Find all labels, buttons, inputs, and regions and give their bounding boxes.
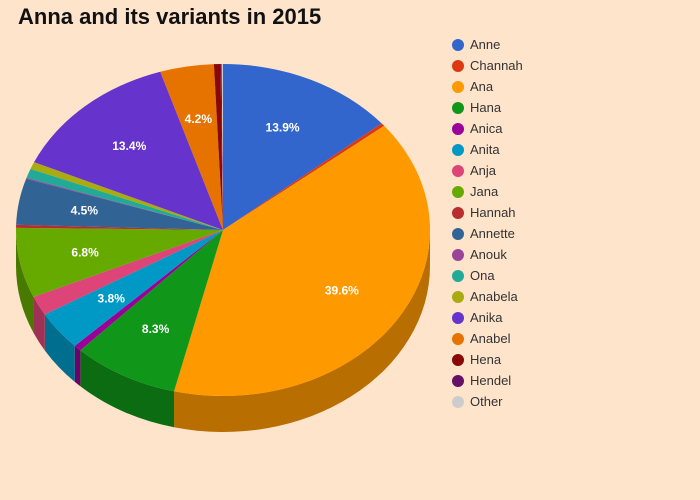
pie-slice-anica[interactable]: [74, 230, 223, 351]
pie-side-ana: [174, 230, 430, 432]
slice-label-annette: 4.5%: [71, 204, 99, 218]
legend-label: Anne: [470, 37, 501, 52]
legend-swatch: [452, 395, 464, 408]
legend-swatch: [452, 290, 464, 303]
legend-swatch: [452, 38, 464, 51]
pie-slice-hena[interactable]: [213, 64, 223, 230]
pie-slice-anika[interactable]: [34, 71, 223, 231]
pie-slice-anita[interactable]: [44, 230, 223, 346]
legend-item-anita[interactable]: Anita: [452, 139, 523, 160]
legend-item-anika[interactable]: Anika: [452, 307, 523, 328]
legend-label: Hana: [470, 100, 502, 115]
legend: Anne Channah Ana Hana Anica Anita Anja Jana Hann…: [452, 34, 523, 412]
legend-swatch: [452, 101, 464, 114]
legend-label: Anja: [470, 163, 497, 178]
legend-swatch: [452, 269, 464, 282]
pie-side-jana: [16, 230, 34, 333]
pie-slice-anabel[interactable]: [160, 64, 223, 231]
legend-item-ona[interactable]: Ona: [452, 265, 523, 286]
pie-slice-annette[interactable]: [16, 178, 223, 230]
slice-label-anabel: 4.2%: [185, 112, 213, 126]
legend-swatch: [452, 185, 464, 198]
legend-item-anica[interactable]: Anica: [452, 118, 523, 139]
legend-item-annette[interactable]: Annette: [452, 223, 523, 244]
legend-label: Anica: [470, 121, 503, 136]
legend-item-hana[interactable]: Hana: [452, 97, 523, 118]
legend-item-other[interactable]: Other: [452, 391, 523, 412]
legend-label: Ona: [470, 268, 495, 283]
legend-swatch: [452, 59, 464, 72]
legend-swatch: [452, 80, 464, 93]
pie-slice-anouk[interactable]: [26, 177, 223, 230]
legend-swatch: [452, 374, 464, 387]
legend-label: Anabela: [470, 289, 518, 304]
legend-item-anabel[interactable]: Anabel: [452, 328, 523, 349]
legend-swatch: [452, 227, 464, 240]
legend-swatch: [452, 332, 464, 345]
legend-swatch: [452, 164, 464, 177]
legend-label: Channah: [470, 58, 523, 73]
legend-label: Ana: [470, 79, 494, 94]
legend-item-jana[interactable]: Jana: [452, 181, 523, 202]
slice-label-anita: 3.8%: [98, 292, 126, 306]
chart-title: Anna and its variants in 2015: [18, 4, 322, 29]
pie-side-anja: [33, 296, 45, 351]
legend-label: Anita: [470, 142, 500, 157]
pie-slice-other[interactable]: [221, 64, 223, 230]
pie-slice-anja[interactable]: [33, 230, 224, 315]
pie-slice-anne[interactable]: [223, 64, 382, 230]
slice-label-ana: 39.6%: [325, 283, 359, 297]
slice-label-jana: 6.8%: [71, 246, 99, 260]
legend-label: Anika: [470, 310, 503, 325]
legend-item-channah[interactable]: Channah: [452, 55, 523, 76]
legend-label: Jana: [470, 184, 499, 199]
pie-slice-ona[interactable]: [26, 168, 224, 230]
legend-swatch: [452, 248, 464, 261]
pie-slice-channah[interactable]: [223, 123, 385, 230]
pie-side-hana: [80, 350, 175, 428]
legend-label: Other: [470, 394, 503, 409]
pie-slice-hannah[interactable]: [16, 224, 224, 230]
pie-side-anita: [44, 314, 75, 382]
legend-swatch: [452, 206, 464, 219]
legend-swatch: [452, 143, 464, 156]
pie-slice-ana[interactable]: [174, 125, 430, 396]
slice-label-anika: 13.4%: [112, 139, 146, 153]
legend-swatch: [452, 353, 464, 366]
legend-label: Hendel: [470, 373, 512, 388]
legend-item-hendel[interactable]: Hendel: [452, 370, 523, 391]
pie-slice-anabela[interactable]: [30, 162, 223, 230]
legend-item-anne[interactable]: Anne: [452, 34, 523, 55]
slice-label-anne: 13.9%: [266, 121, 300, 135]
legend-item-anabela[interactable]: Anabela: [452, 286, 523, 307]
legend-label: Hena: [470, 352, 502, 367]
legend-label: Hannah: [470, 205, 516, 220]
legend-item-hena[interactable]: Hena: [452, 349, 523, 370]
legend-item-hannah[interactable]: Hannah: [452, 202, 523, 223]
legend-label: Anabel: [470, 331, 511, 346]
legend-label: Annette: [470, 226, 515, 241]
legend-item-anouk[interactable]: Anouk: [452, 244, 523, 265]
legend-swatch: [452, 311, 464, 324]
pie-slice-hana[interactable]: [80, 230, 223, 392]
legend-item-anja[interactable]: Anja: [452, 160, 523, 181]
pie-slice-hendel[interactable]: [220, 64, 223, 231]
legend-swatch: [452, 122, 464, 135]
pie-side-anica: [74, 345, 81, 387]
slice-label-hana: 8.3%: [142, 322, 170, 336]
legend-label: Anouk: [470, 247, 507, 262]
pie-slice-jana[interactable]: [15, 227, 223, 297]
legend-item-ana[interactable]: Ana: [452, 76, 523, 97]
